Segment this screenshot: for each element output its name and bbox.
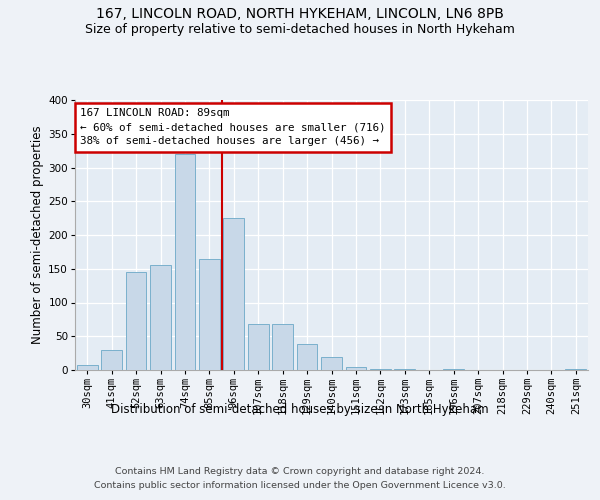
Text: Size of property relative to semi-detached houses in North Hykeham: Size of property relative to semi-detach… [85,22,515,36]
Text: Contains public sector information licensed under the Open Government Licence v3: Contains public sector information licen… [94,481,506,490]
Bar [321,357,342,370]
Bar [296,344,317,370]
Bar [125,272,146,370]
Bar [346,366,367,370]
Bar [248,324,269,370]
Bar [150,266,171,370]
Text: Distribution of semi-detached houses by size in North Hykeham: Distribution of semi-detached houses by … [111,402,489,415]
Bar [272,324,293,370]
Bar [199,258,220,370]
Bar [223,218,244,370]
Text: Contains HM Land Registry data © Crown copyright and database right 2024.: Contains HM Land Registry data © Crown c… [115,468,485,476]
Bar [77,364,98,370]
Bar [175,154,196,370]
Bar [101,350,122,370]
Bar [565,368,586,370]
Y-axis label: Number of semi-detached properties: Number of semi-detached properties [31,126,44,344]
Text: 167, LINCOLN ROAD, NORTH HYKEHAM, LINCOLN, LN6 8PB: 167, LINCOLN ROAD, NORTH HYKEHAM, LINCOL… [96,8,504,22]
Text: 167 LINCOLN ROAD: 89sqm
← 60% of semi-detached houses are smaller (716)
38% of s: 167 LINCOLN ROAD: 89sqm ← 60% of semi-de… [80,108,386,146]
